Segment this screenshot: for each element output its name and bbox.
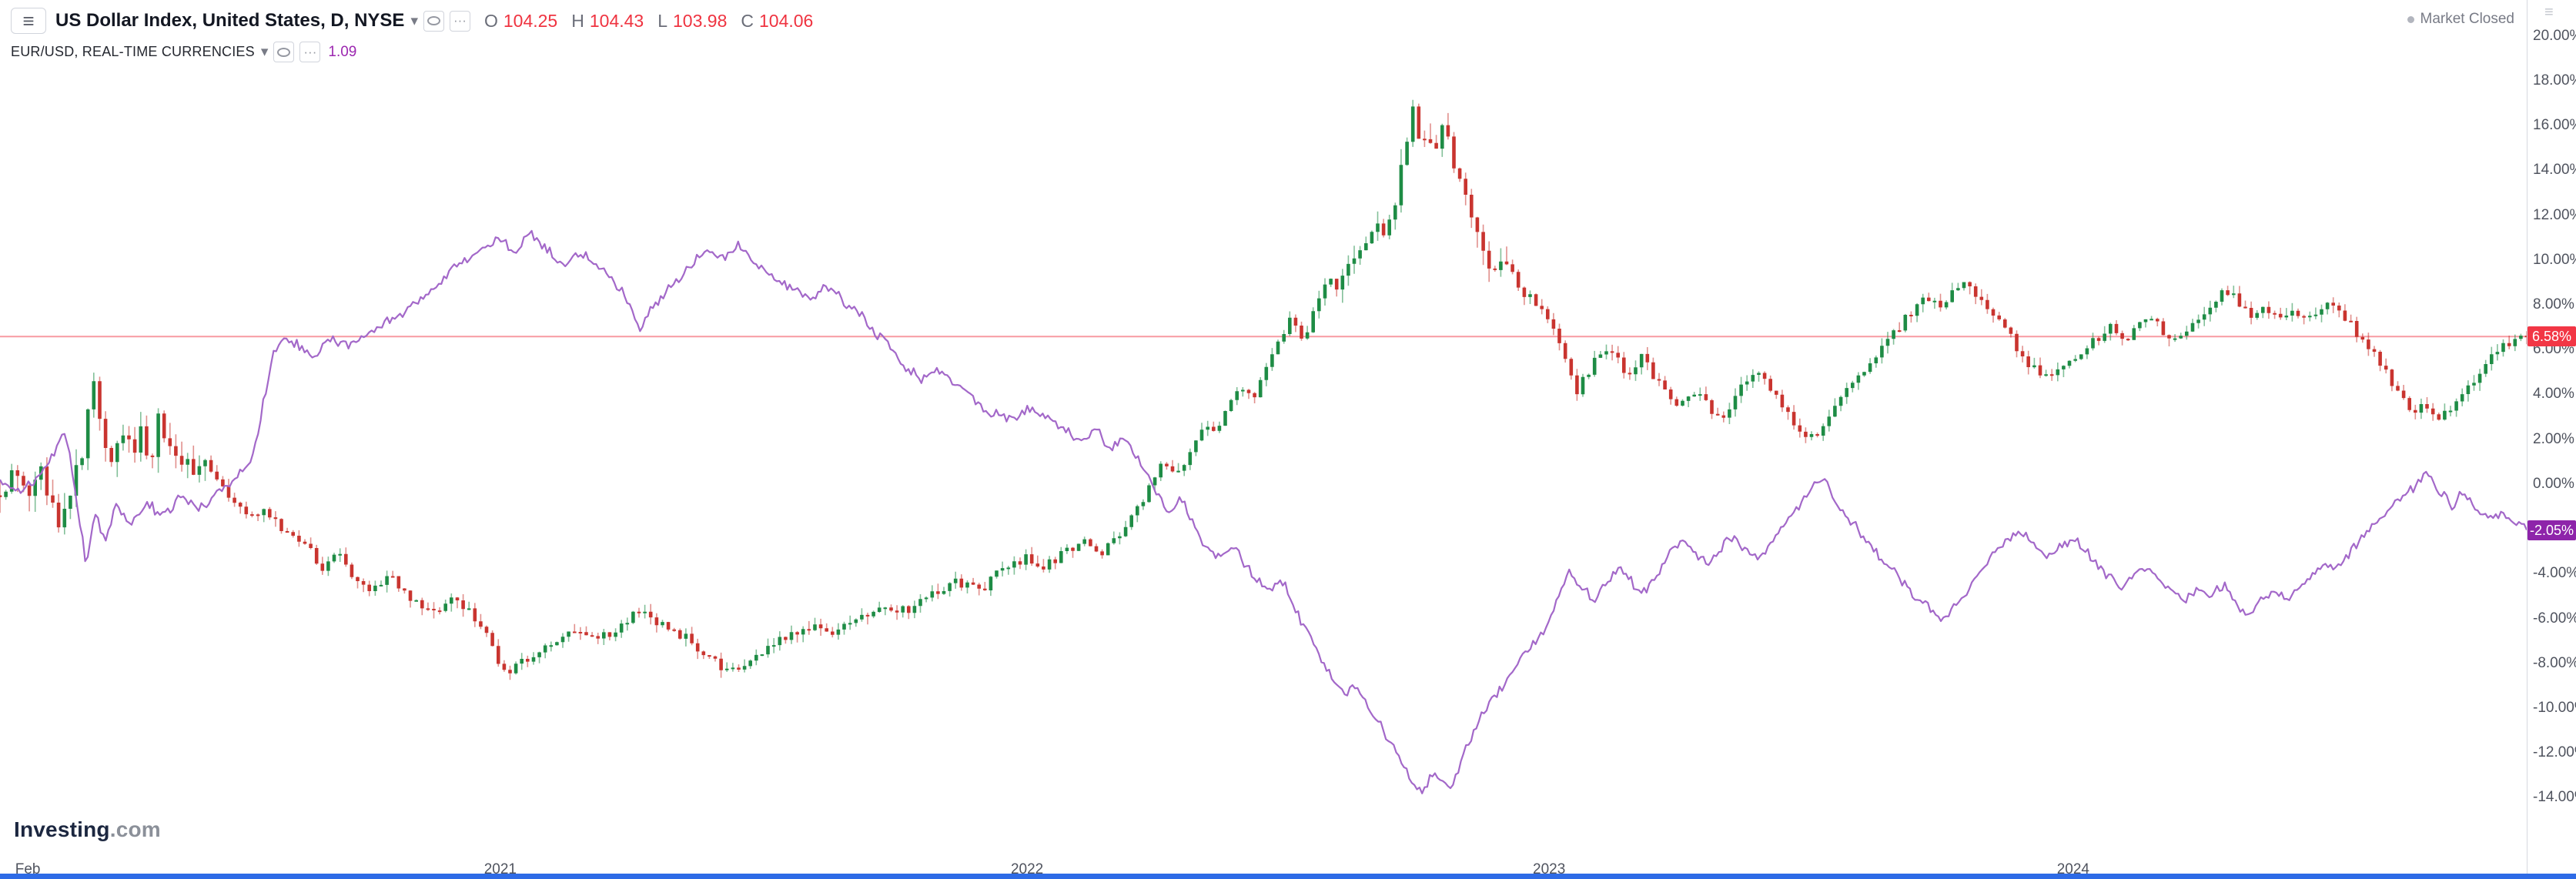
market-status-text: Market Closed (2420, 11, 2515, 27)
low-label: L (657, 10, 668, 31)
y-axis-label: -10.00% (2533, 700, 2576, 717)
close-value: 104.06 (759, 10, 814, 31)
compare-symbol-title[interactable]: EUR/USD, REAL-TIME CURRENCIES (11, 44, 255, 59)
close-label: C (741, 10, 754, 31)
last-price-badge-eur: -2.05% (2527, 520, 2576, 540)
y-axis-label: 16.00% (2533, 117, 2576, 134)
market-status: Market Closed (2407, 11, 2515, 28)
y-axis-label: 10.00% (2533, 251, 2576, 268)
menu-icon[interactable] (11, 8, 46, 34)
high-label: H (571, 10, 584, 31)
y-axis-label: -12.00% (2533, 744, 2576, 761)
eye-icon (277, 47, 291, 57)
y-axis-label: -6.00% (2533, 610, 2576, 627)
chevron-down-icon[interactable] (410, 12, 418, 30)
legend-row-compare: EUR/USD, REAL-TIME CURRENCIES 1.09 (11, 42, 827, 62)
more-options-button[interactable] (299, 42, 321, 62)
y-axis-label: 0.00% (2533, 475, 2574, 492)
y-axis-label: 4.00% (2533, 386, 2574, 403)
high-value: 104.43 (589, 10, 644, 31)
bottom-brand-bar (0, 874, 2576, 879)
y-axis-label: 20.00% (2533, 27, 2576, 44)
legend-row-main: US Dollar Index, United States, D, NYSE … (11, 8, 827, 34)
ohlc-values: O 104.25 H 104.43 L 103.98 C 104.06 (484, 11, 827, 32)
y-axis-label: 14.00% (2533, 162, 2576, 179)
open-label: O (483, 10, 498, 31)
open-value: 104.25 (503, 10, 558, 31)
chevron-down-icon[interactable] (261, 43, 269, 61)
y-axis-label: -8.00% (2533, 654, 2576, 671)
y-axis-label: 12.00% (2533, 206, 2576, 223)
visibility-button[interactable] (423, 10, 444, 32)
eye-icon (427, 16, 440, 25)
candle-wicks-down (0, 103, 2527, 680)
eur-usd-line (0, 229, 2527, 794)
x-axis-label: 2024 (2056, 861, 2090, 877)
candle-wicks-up (5, 99, 2522, 675)
price-chart-canvas[interactable] (0, 0, 2527, 861)
y-axis-label: -14.00% (2533, 789, 2576, 806)
legend: US Dollar Index, United States, D, NYSE … (11, 8, 827, 62)
x-axis-label: Feb (15, 861, 41, 877)
x-axis-label: 2023 (1533, 861, 1566, 877)
y-axis-label: -4.00% (2533, 565, 2576, 582)
price-scale-menu-icon[interactable] (2544, 5, 2554, 20)
logo-text-main: Investing (14, 817, 110, 841)
market-status-dot-icon (2407, 15, 2414, 23)
y-axis-label: 18.00% (2533, 72, 2576, 89)
candle-bodies-up (4, 106, 2523, 673)
x-axis-label: 2022 (1010, 861, 1044, 877)
x-axis-label: 2021 (483, 861, 517, 877)
investing-com-logo[interactable]: Investing.com (14, 817, 161, 842)
y-axis-label: 2.00% (2533, 430, 2574, 447)
low-value: 103.98 (673, 10, 728, 31)
chart-plot-area[interactable] (0, 0, 2527, 861)
time-axis[interactable]: Feb 2021 2022 2023 2024 (0, 861, 2527, 877)
y-axis-label: 8.00% (2533, 296, 2574, 312)
visibility-button[interactable] (273, 42, 295, 62)
symbol-title[interactable]: US Dollar Index, United States, D, NYSE (55, 10, 405, 31)
price-axis[interactable]: 6.58% -2.05% 20.00% 18.00% 16.00% 14.00% 12.… (2527, 0, 2576, 874)
candle-bodies-down (0, 106, 2527, 673)
logo-text-suffix: .com (109, 817, 161, 841)
last-price-badge-dxy: 6.58% (2527, 326, 2576, 347)
compare-value: 1.09 (328, 43, 357, 60)
more-options-button[interactable] (449, 10, 470, 32)
